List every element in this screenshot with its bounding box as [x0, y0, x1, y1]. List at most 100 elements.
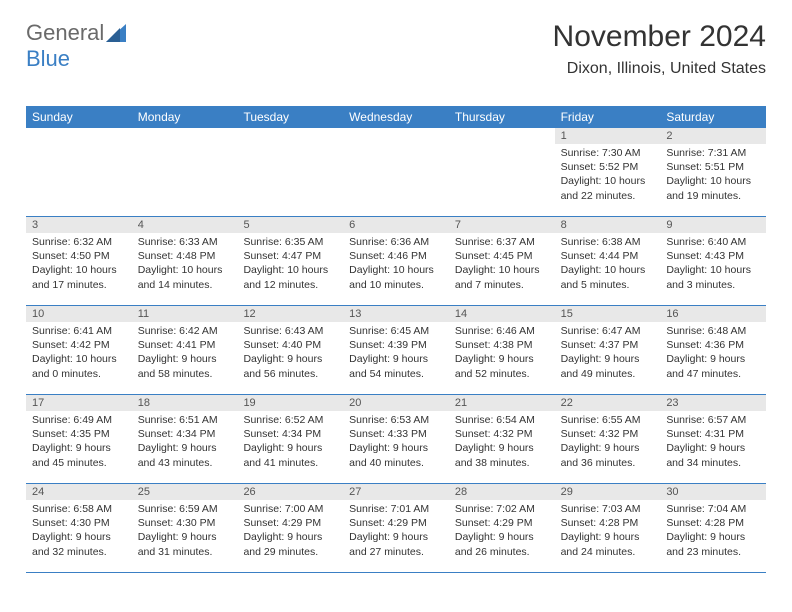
day-number: 29 [555, 484, 661, 500]
calendar-cell [237, 128, 343, 216]
calendar-row: 10Sunrise: 6:41 AMSunset: 4:42 PMDayligh… [26, 306, 766, 395]
calendar-cell: 26Sunrise: 7:00 AMSunset: 4:29 PMDayligh… [237, 484, 343, 572]
day-content: Sunrise: 6:45 AMSunset: 4:39 PMDaylight:… [343, 322, 449, 387]
page-header: November 2024 Dixon, Illinois, United St… [553, 20, 766, 78]
brand-name-b: Blue [26, 46, 70, 71]
sunrise-line: Sunrise: 6:49 AM [32, 413, 126, 427]
sunrise-line: Sunrise: 6:38 AM [561, 235, 655, 249]
daylight-line: Daylight: 9 hours and 49 minutes. [561, 352, 655, 380]
calendar-cell [449, 128, 555, 216]
day-number: 14 [449, 306, 555, 322]
day-content: Sunrise: 6:57 AMSunset: 4:31 PMDaylight:… [660, 411, 766, 476]
calendar-body: 1Sunrise: 7:30 AMSunset: 5:52 PMDaylight… [26, 128, 766, 573]
day-number: 20 [343, 395, 449, 411]
daylight-line: Daylight: 9 hours and 47 minutes. [666, 352, 760, 380]
calendar-cell: 18Sunrise: 6:51 AMSunset: 4:34 PMDayligh… [132, 395, 238, 483]
sunrise-line: Sunrise: 6:40 AM [666, 235, 760, 249]
calendar-row: 1Sunrise: 7:30 AMSunset: 5:52 PMDaylight… [26, 128, 766, 217]
day-number: 17 [26, 395, 132, 411]
sunset-line: Sunset: 4:34 PM [243, 427, 337, 441]
calendar-cell: 7Sunrise: 6:37 AMSunset: 4:45 PMDaylight… [449, 217, 555, 305]
sunset-line: Sunset: 4:50 PM [32, 249, 126, 263]
day-content: Sunrise: 6:41 AMSunset: 4:42 PMDaylight:… [26, 322, 132, 387]
calendar-cell: 13Sunrise: 6:45 AMSunset: 4:39 PMDayligh… [343, 306, 449, 394]
sunrise-line: Sunrise: 7:04 AM [666, 502, 760, 516]
sunset-line: Sunset: 4:37 PM [561, 338, 655, 352]
day-number: 10 [26, 306, 132, 322]
calendar-cell: 8Sunrise: 6:38 AMSunset: 4:44 PMDaylight… [555, 217, 661, 305]
sunset-line: Sunset: 4:43 PM [666, 249, 760, 263]
daylight-line: Daylight: 10 hours and 10 minutes. [349, 263, 443, 291]
daylight-line: Daylight: 9 hours and 29 minutes. [243, 530, 337, 558]
sunset-line: Sunset: 4:40 PM [243, 338, 337, 352]
day-number: 21 [449, 395, 555, 411]
daylight-line: Daylight: 10 hours and 0 minutes. [32, 352, 126, 380]
day-content: Sunrise: 6:33 AMSunset: 4:48 PMDaylight:… [132, 233, 238, 298]
sunset-line: Sunset: 4:45 PM [455, 249, 549, 263]
day-content: Sunrise: 6:46 AMSunset: 4:38 PMDaylight:… [449, 322, 555, 387]
daylight-line: Daylight: 10 hours and 19 minutes. [666, 174, 760, 202]
calendar-cell [26, 128, 132, 216]
daylight-line: Daylight: 9 hours and 38 minutes. [455, 441, 549, 469]
sunset-line: Sunset: 4:29 PM [349, 516, 443, 530]
day-number: 11 [132, 306, 238, 322]
day-content: Sunrise: 7:03 AMSunset: 4:28 PMDaylight:… [555, 500, 661, 565]
sunrise-line: Sunrise: 7:02 AM [455, 502, 549, 516]
calendar-cell: 28Sunrise: 7:02 AMSunset: 4:29 PMDayligh… [449, 484, 555, 572]
day-content: Sunrise: 6:49 AMSunset: 4:35 PMDaylight:… [26, 411, 132, 476]
day-content: Sunrise: 6:36 AMSunset: 4:46 PMDaylight:… [343, 233, 449, 298]
sunrise-line: Sunrise: 7:03 AM [561, 502, 655, 516]
daylight-line: Daylight: 10 hours and 22 minutes. [561, 174, 655, 202]
day-number: 1 [555, 128, 661, 144]
day-content: Sunrise: 6:54 AMSunset: 4:32 PMDaylight:… [449, 411, 555, 476]
sunrise-line: Sunrise: 6:51 AM [138, 413, 232, 427]
calendar-cell: 6Sunrise: 6:36 AMSunset: 4:46 PMDaylight… [343, 217, 449, 305]
day-content: Sunrise: 6:40 AMSunset: 4:43 PMDaylight:… [660, 233, 766, 298]
calendar-cell [132, 128, 238, 216]
day-number: 30 [660, 484, 766, 500]
sunrise-line: Sunrise: 6:53 AM [349, 413, 443, 427]
calendar-cell: 21Sunrise: 6:54 AMSunset: 4:32 PMDayligh… [449, 395, 555, 483]
daylight-line: Daylight: 9 hours and 24 minutes. [561, 530, 655, 558]
sunset-line: Sunset: 5:52 PM [561, 160, 655, 174]
day-number: 16 [660, 306, 766, 322]
daylight-line: Daylight: 9 hours and 36 minutes. [561, 441, 655, 469]
day-content: Sunrise: 6:47 AMSunset: 4:37 PMDaylight:… [555, 322, 661, 387]
day-header-row: SundayMondayTuesdayWednesdayThursdayFrid… [26, 106, 766, 128]
day-number: 8 [555, 217, 661, 233]
sunrise-line: Sunrise: 6:45 AM [349, 324, 443, 338]
day-number: 6 [343, 217, 449, 233]
sunset-line: Sunset: 4:44 PM [561, 249, 655, 263]
day-number: 22 [555, 395, 661, 411]
sail-icon [106, 24, 126, 42]
day-number: 18 [132, 395, 238, 411]
daylight-line: Daylight: 9 hours and 56 minutes. [243, 352, 337, 380]
brand-logo: General Blue [26, 20, 126, 72]
day-number: 12 [237, 306, 343, 322]
calendar: SundayMondayTuesdayWednesdayThursdayFrid… [26, 106, 766, 573]
sunrise-line: Sunrise: 6:32 AM [32, 235, 126, 249]
calendar-row: 24Sunrise: 6:58 AMSunset: 4:30 PMDayligh… [26, 484, 766, 573]
daylight-line: Daylight: 9 hours and 26 minutes. [455, 530, 549, 558]
sunset-line: Sunset: 4:35 PM [32, 427, 126, 441]
calendar-cell: 11Sunrise: 6:42 AMSunset: 4:41 PMDayligh… [132, 306, 238, 394]
sunrise-line: Sunrise: 6:52 AM [243, 413, 337, 427]
day-number: 13 [343, 306, 449, 322]
sunset-line: Sunset: 4:41 PM [138, 338, 232, 352]
day-content: Sunrise: 6:48 AMSunset: 4:36 PMDaylight:… [660, 322, 766, 387]
sunrise-line: Sunrise: 6:48 AM [666, 324, 760, 338]
sunset-line: Sunset: 4:28 PM [561, 516, 655, 530]
day-content: Sunrise: 7:02 AMSunset: 4:29 PMDaylight:… [449, 500, 555, 565]
day-header: Saturday [660, 106, 766, 128]
day-content: Sunrise: 6:37 AMSunset: 4:45 PMDaylight:… [449, 233, 555, 298]
day-number: 19 [237, 395, 343, 411]
calendar-cell: 9Sunrise: 6:40 AMSunset: 4:43 PMDaylight… [660, 217, 766, 305]
daylight-line: Daylight: 9 hours and 58 minutes. [138, 352, 232, 380]
daylight-line: Daylight: 10 hours and 17 minutes. [32, 263, 126, 291]
day-header: Monday [132, 106, 238, 128]
daylight-line: Daylight: 9 hours and 45 minutes. [32, 441, 126, 469]
daylight-line: Daylight: 9 hours and 27 minutes. [349, 530, 443, 558]
sunset-line: Sunset: 5:51 PM [666, 160, 760, 174]
daylight-line: Daylight: 9 hours and 40 minutes. [349, 441, 443, 469]
sunrise-line: Sunrise: 6:54 AM [455, 413, 549, 427]
